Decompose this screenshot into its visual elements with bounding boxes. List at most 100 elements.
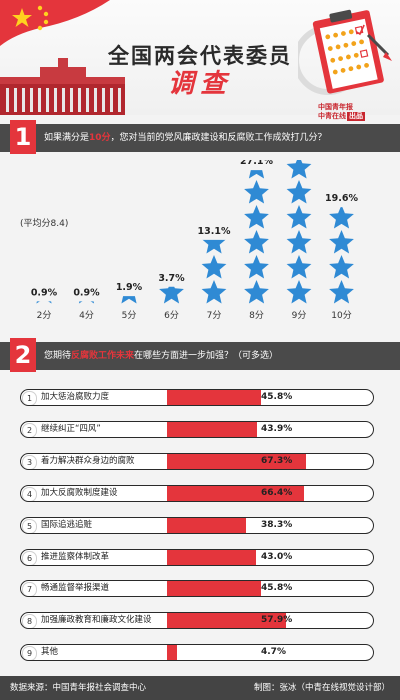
star-icon [244,230,269,254]
item-number: 3 [22,454,37,469]
value-label: 1.9% [116,282,143,293]
value-label: 43.9% [261,423,293,434]
value-label: 0.9% [73,287,100,298]
score-column-6分 [159,286,184,304]
header-banner: 全国两会代表委员 调查 [0,0,400,115]
item-number: 9 [22,646,37,661]
score-star-chart: (平均分8.4) 0.9% 2分 0.9% 4分 1.9% 5分 3.7% 6分 13.1% 7分 2… [20,160,358,321]
item-number: 6 [22,550,37,565]
bar-fill [167,453,306,469]
star-icon [329,230,354,254]
bar-track: 8 加强廉政教育和廉政文化建设 57.9% [20,612,374,630]
star-icon [329,255,354,279]
logo-tag: 出品 [347,112,365,121]
star-icon [286,255,312,279]
data-source: 数据来源：中国青年报社会调查中心 [10,683,147,693]
star-icon [201,255,227,279]
item-label: 其他 [41,647,59,658]
score-column-8分 [244,170,269,304]
bar-item: 1 加大惩治腐败力度 45.8% [20,389,378,409]
bar-track: 9 其他 4.7% [20,644,374,662]
partial-star-icon [248,170,265,179]
bar-track: 1 加大惩治腐败力度 45.8% [20,389,374,406]
page-subtitle: 调查 [167,69,232,99]
clipboard-graphic [298,9,392,95]
value-label: 57.9% [261,615,293,626]
bar-item: 2 继续纠正“四风” 43.9% [20,420,378,441]
bar-fill [167,390,262,405]
bar-item: 9 其他 4.7% [20,644,378,664]
flag-graphic [0,0,110,46]
partial-star-icon [36,301,52,304]
item-label: 继续纠正“四风” [41,423,101,434]
star-icon [286,230,312,254]
item-number: 1 [22,391,37,405]
bar-fill [167,645,177,661]
credit-line: 制图：张冰（中青在线视觉设计部） [253,683,390,693]
question-2-bar: 2 您期待反腐败工作未来在哪些方面进一步加强？（可多选） [0,338,400,372]
bar-fill [167,517,246,533]
star-icon [244,255,269,279]
partial-star-icon [202,239,226,254]
item-number: 5 [22,518,37,533]
category-label: 7分 [207,310,222,321]
question-1-text: 如果满分是10分，您对当前的党风廉政建设和反腐败工作成效打几分？ [44,133,327,143]
value-label: 27.1% [240,160,273,167]
bar-fill [167,485,304,501]
value-label: 45.8% [261,583,293,594]
bar-track: 7 畅通监督举报渠道 45.8% [20,580,374,598]
star-icon [244,180,269,204]
average-score-note: (平均分8.4) [20,217,68,229]
bar-track: 6 推进监察体制改革 43.0% [20,548,374,566]
item-number: 7 [22,582,37,597]
bar-item: 6 推进监察体制改革 43.0% [20,548,378,569]
bar-item: 4 加大反腐败制度建设 66.4% [20,484,378,505]
value-label: 66.4% [261,487,293,498]
star-icon [329,280,354,304]
score-column-4分 [78,301,95,304]
value-label: 38.3% [261,519,293,530]
bar-track: 3 着力解决群众身边的腐败 67.3% [20,452,374,470]
value-label: 13.1% [198,226,231,237]
item-label: 国际追逃追赃 [41,519,93,530]
category-label: 9分 [292,310,307,321]
question-1-number: 1 [10,120,36,154]
item-label: 加强廉政教育和廉政文化建设 [41,615,152,626]
item-label: 推进监察体制改革 [41,551,110,562]
score-column-5分 [121,296,137,304]
category-label: 5分 [122,310,137,321]
bar-track: 4 加大反腐败制度建设 66.4% [20,484,374,502]
value-label: 3.7% [158,273,185,284]
partial-star-icon [159,286,184,304]
category-label: 10分 [331,310,351,321]
category-label: 2分 [37,310,52,321]
item-number: 4 [22,486,37,501]
item-label: 着力解决群众身边的腐败 [41,455,135,466]
value-label: 4.7% [261,647,286,658]
star-icon [286,160,312,179]
value-label: 67.3% [261,455,293,466]
star-icon [244,280,269,304]
star-icon [286,280,312,304]
value-label: 43.0% [261,551,293,562]
item-label: 加大反腐败制度建设 [41,487,118,498]
logo-line1: 中国青年报 [318,103,353,111]
score-column-7分 [201,239,227,304]
star-icon [286,205,312,229]
bar-fill [167,421,258,437]
partial-star-icon [121,296,137,304]
question-2-text: 您期待反腐败工作未来在哪些方面进一步加强？（可多选） [44,351,279,361]
item-number: 2 [22,422,37,437]
bar-track: 5 国际追逃追赃 38.3% [20,516,374,534]
category-label: 6分 [164,310,179,321]
bar-item: 3 着力解决群众身边的腐败 67.3% [20,452,378,473]
bar-item: 7 畅通监督举报渠道 45.8% [20,580,378,600]
value-label: 19.6% [325,193,358,204]
item-label: 畅通监督举报渠道 [41,583,110,594]
category-label: 8分 [249,310,264,321]
score-column-9分 [286,160,312,304]
question-2-number: 2 [10,338,36,372]
bar-fill [167,581,262,597]
score-column-2分 [36,301,52,304]
question-1-bar: 1 如果满分是10分，您对当前的党风廉政建设和反腐败工作成效打几分？ [0,120,400,154]
